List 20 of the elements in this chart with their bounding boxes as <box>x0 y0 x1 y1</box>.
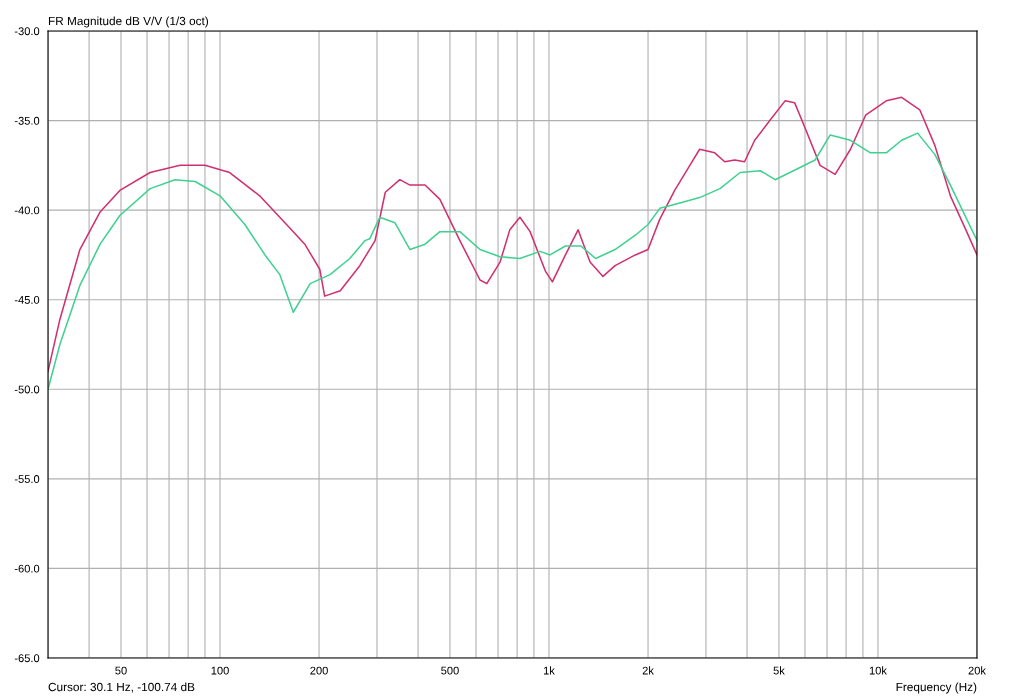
y-tick-label: -50.0 <box>14 385 40 394</box>
y-tick-label: -60.0 <box>14 564 40 573</box>
x-tick-label: 1k <box>543 666 555 675</box>
y-tick-label: -40.0 <box>14 206 40 215</box>
text: Cursor: 30.1 Hz, -100.74 dB <box>48 682 195 693</box>
y-tick-label: -65.0 <box>14 654 40 663</box>
x-tick-label: 20k <box>968 666 986 675</box>
x-tick-label: 500 <box>441 666 459 675</box>
x-axis-title: Frequency (Hz) <box>896 682 977 694</box>
x-tick-label: 200 <box>310 666 328 675</box>
x-tick-label: 100 <box>211 666 229 675</box>
chart-title: FR Magnitude dB V/V (1/3 oct) <box>48 16 209 28</box>
y-tick-label: -30.0 <box>14 27 40 36</box>
y-tick-label: -55.0 <box>14 475 40 483</box>
y-tick-label: -45.0 <box>14 295 40 304</box>
x-tick-label: 5k <box>773 666 785 675</box>
x-tick-label: 2k <box>642 666 654 675</box>
y-tick-label: -35.0 <box>14 116 40 125</box>
x-tick-label: 10k <box>869 666 887 675</box>
x-tick-label: 50 <box>115 666 127 675</box>
